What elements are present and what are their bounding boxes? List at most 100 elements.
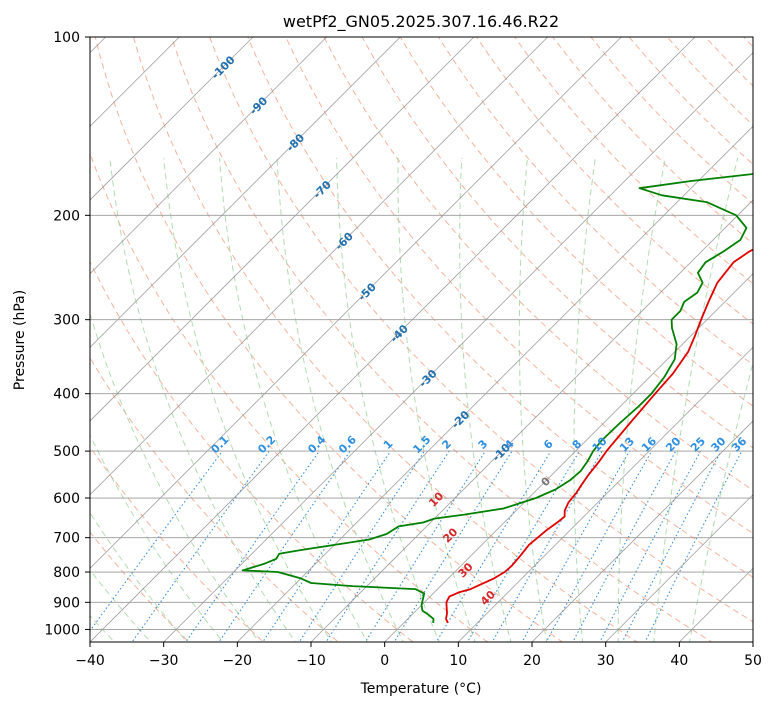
dry-adiabat-line [361,37,753,449]
moist-adiabat-line [518,157,548,642]
x-tick-label: −40 [75,653,105,669]
mixing-ratio-label: 0.4 [305,433,328,456]
isotherm-line [90,37,622,569]
mixing-ratio-line [185,450,320,642]
x-tick-label: 50 [744,653,762,669]
y-tick-label: 600 [53,491,80,507]
isotherm-line [163,52,753,642]
dry-adiabat-line [90,152,489,642]
isotherm-label: -70 [311,178,334,201]
y-tick-label: 800 [53,565,80,581]
isotherm-label: -50 [356,280,379,303]
moist-adiabat-line [219,157,369,642]
isotherm-line [237,125,753,642]
moist-adiabat-line [109,157,296,642]
mixing-ratio-line [466,450,580,642]
x-tick-label: −30 [149,653,179,669]
mixing-ratio-line [393,450,513,642]
moist-adiabat-line [90,569,152,642]
dry-adiabat-line [628,37,753,166]
mixing-ratio-line [90,450,223,632]
isotherm-line [90,37,696,642]
dry-adiabat-line [94,37,564,642]
mixing-ratio-line [491,450,603,642]
mixing-ratio-label: 6 [541,437,556,452]
mixing-ratio-label: 0.6 [336,433,359,456]
wetbulb-label: 20 [440,525,460,545]
dry-adiabat-line [285,37,753,535]
isotherm-line [90,37,401,348]
moist-adiabat-line [617,157,666,642]
isotherm-label: -80 [284,131,307,154]
wetbulb-label: 10 [426,489,446,509]
isotherm-line [531,420,753,642]
isotherm-label: -100 [209,53,238,82]
plot-frame [89,36,754,643]
dry-adiabat-line [742,37,753,48]
mixing-ratio-label: 30 [709,434,729,454]
isotherm-label: -90 [247,94,270,117]
dry-adiabat-line [247,37,753,578]
isotherm-line [752,641,753,642]
chart-title: wetPf2_GN05.2025.307.16.46.R22 [283,12,559,32]
x-tick-label: 10 [449,653,467,669]
mixing-ratio-label: 2 [439,437,454,452]
x-tick-label: −20 [223,653,253,669]
y-tick-label: 900 [53,595,80,611]
moist-adiabat-line [397,157,476,642]
moist-adiabat-line [90,433,224,642]
moist-adiabat-line [653,157,739,642]
isotherm-line [90,37,327,275]
moist-adiabat-line [689,361,753,642]
mixing-ratio-line [262,450,392,642]
isotherm-line [90,37,254,201]
dry-adiabat-line [476,37,753,325]
dry-adiabat-line [323,37,753,491]
x-tick-label: 0 [380,653,389,669]
moist-adiabat-line [90,511,188,642]
mixing-ratio-label: 25 [688,435,708,455]
isotherm-line [458,346,753,642]
x-axis-label: Temperature (°C) [360,681,482,697]
y-tick-label: 300 [53,313,80,329]
isotherm-line [310,199,753,642]
mixing-ratio-label: 20 [663,434,683,454]
y-tick-label: 500 [53,444,80,460]
wetbulb-label: 30 [456,560,476,580]
isotherm-line [605,494,753,642]
isotherm-label: -30 [416,367,439,390]
dry-adiabat-line [90,446,265,642]
dry-adiabat-line [132,37,638,642]
isotherm-line [90,37,475,422]
dewpoint-profile-line [241,173,753,623]
x-tick-label: 30 [597,653,615,669]
mixing-ratio-label: 0.2 [255,433,278,456]
dry-adiabat-line [514,37,753,285]
isotherm-line [90,37,548,496]
dry-adiabat-line [90,260,414,642]
x-tick-label: −10 [296,653,326,669]
x-tick-label: 20 [523,653,541,669]
dry-adiabat-line [437,37,753,366]
mixing-ratio-label: 8 [570,437,585,452]
mixing-ratio-label: 36 [729,434,749,454]
y-tick-label: 100 [53,30,80,46]
y-tick-label: 1000 [44,622,80,638]
moist-adiabat-line [336,157,440,642]
y-axis-label: Pressure (hPa) [12,290,28,390]
mixing-ratio-line [435,450,552,642]
mixing-ratio-line [621,450,722,642]
dry-adiabat-line [755,10,775,654]
mixing-ratio-line [218,450,351,642]
y-tick-label: 400 [53,387,80,403]
moist-adiabat-line [459,157,512,642]
y-tick-label: 700 [53,531,80,547]
dry-adiabat-line [90,356,340,642]
dry-adiabat-line [399,37,753,407]
mixing-ratio-line [325,450,450,642]
mixing-ratio-line [545,450,653,642]
dry-adiabat-line [171,37,713,642]
isotherm-label: -20 [449,408,472,431]
x-tick-label: 40 [670,653,688,669]
